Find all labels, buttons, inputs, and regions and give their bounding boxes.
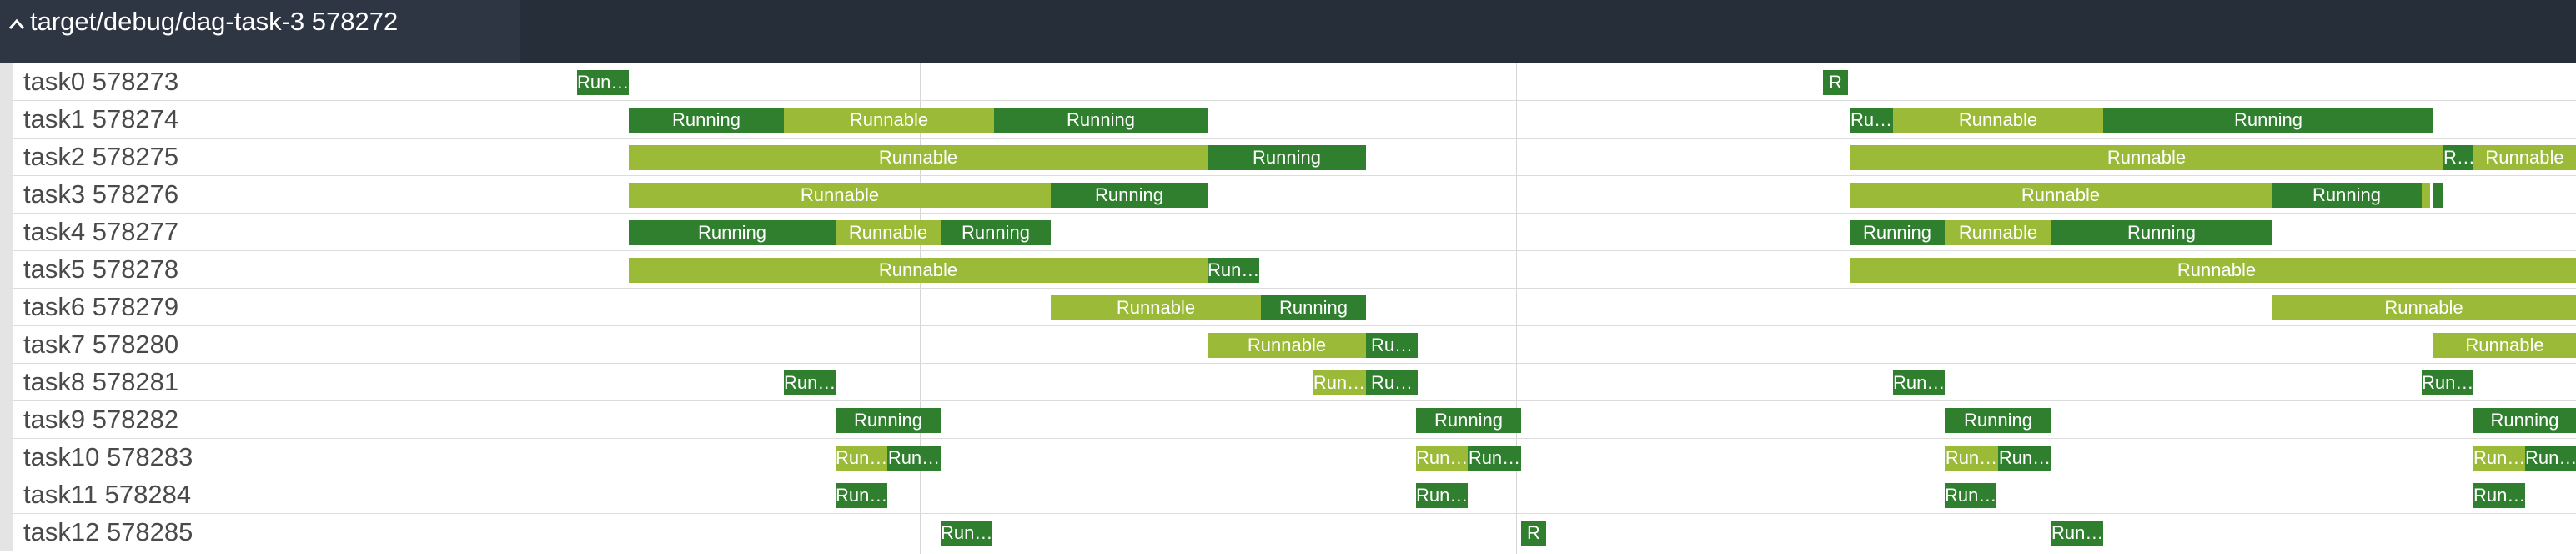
runnable-slice[interactable] <box>2422 183 2430 208</box>
running-slice[interactable]: R <box>1823 70 1848 95</box>
chevron-up-icon[interactable] <box>7 3 27 46</box>
runnable-slice[interactable]: Runnable <box>1945 220 2051 245</box>
runnable-slice[interactable]: Run… <box>2473 446 2525 471</box>
runnable-slice[interactable]: Runnable <box>784 108 994 133</box>
running-slice[interactable]: Run… <box>784 370 836 395</box>
thread-track-label[interactable]: task1 578274 <box>0 101 520 138</box>
running-slice[interactable]: Running <box>836 408 941 433</box>
thread-track: task8 578281 <box>0 364 2576 401</box>
thread-track-label[interactable]: task12 578285 <box>0 514 520 551</box>
thread-track-label[interactable]: task9 578282 <box>0 401 520 439</box>
running-slice[interactable]: Running <box>629 220 836 245</box>
running-slice[interactable]: Run… <box>941 521 992 546</box>
thread-track: task11 578284 <box>0 476 2576 514</box>
thread-track: task5 578278 <box>0 251 2576 289</box>
thread-track-label[interactable]: task11 578284 <box>0 476 520 514</box>
running-slice[interactable]: Run… <box>1998 446 2051 471</box>
thread-track: task0 578273 <box>0 63 2576 101</box>
running-slice[interactable]: Running <box>2103 108 2433 133</box>
thread-track: task6 578279 <box>0 289 2576 326</box>
thread-track: task10 578283 <box>0 439 2576 476</box>
time-gridline <box>1516 63 1517 554</box>
runnable-slice[interactable]: Run… <box>1416 446 1468 471</box>
running-slice[interactable] <box>2433 183 2443 208</box>
running-slice[interactable]: Run… <box>2051 521 2103 546</box>
track-group-header: target/debug/dag-task-3 578272 <box>0 0 2576 63</box>
thread-track-label[interactable]: task0 578273 <box>0 63 520 101</box>
running-slice[interactable]: Run… <box>2422 370 2473 395</box>
process-name: target/debug/dag-task-3 578272 <box>30 7 399 36</box>
running-slice[interactable]: Run… <box>577 70 629 95</box>
thread-track-list: task0 578273 task1 578274 task2 578275 t… <box>0 63 2576 554</box>
running-slice[interactable]: Run… <box>2525 446 2576 471</box>
runnable-slice[interactable]: Runnable <box>1850 258 2576 283</box>
runnable-slice[interactable]: Run… <box>836 446 887 471</box>
runnable-slice[interactable]: Runnable <box>1850 145 2443 170</box>
running-slice[interactable]: Ru… <box>1366 370 1418 395</box>
runnable-slice[interactable]: Runnable <box>629 145 1208 170</box>
running-slice[interactable]: Run… <box>836 483 887 508</box>
running-slice[interactable]: Running <box>994 108 1208 133</box>
runnable-slice[interactable]: Runnable <box>629 183 1051 208</box>
thread-track-label[interactable]: task3 578276 <box>0 176 520 214</box>
thread-track: task4 578277 <box>0 214 2576 251</box>
thread-track-label[interactable]: task7 578280 <box>0 326 520 364</box>
runnable-slice[interactable]: Runnable <box>1208 333 1366 358</box>
thread-track: task7 578280 <box>0 326 2576 364</box>
track-group-title[interactable]: target/debug/dag-task-3 578272 <box>7 0 398 43</box>
runnable-slice[interactable]: Runnable <box>2473 145 2576 170</box>
running-slice[interactable]: Running <box>1051 183 1208 208</box>
running-slice[interactable]: Running <box>2272 183 2422 208</box>
thread-track: task9 578282 <box>0 401 2576 439</box>
running-slice[interactable]: Running <box>1850 220 1945 245</box>
thread-track-label[interactable]: task2 578275 <box>0 138 520 176</box>
running-slice[interactable]: Run… <box>887 446 941 471</box>
thread-track: task1 578274 <box>0 101 2576 138</box>
thread-track: task2 578275 <box>0 138 2576 176</box>
running-slice[interactable]: Running <box>629 108 784 133</box>
running-slice[interactable]: Running <box>1945 408 2051 433</box>
running-slice[interactable]: Running <box>2473 408 2576 433</box>
runnable-slice[interactable]: Runnable <box>2433 333 2576 358</box>
running-slice[interactable]: Running <box>1208 145 1366 170</box>
running-slice[interactable]: Run… <box>1208 258 1259 283</box>
thread-track-label[interactable]: task6 578279 <box>0 289 520 326</box>
running-slice[interactable]: Run… <box>1416 483 1468 508</box>
running-slice[interactable]: Running <box>1416 408 1521 433</box>
runnable-slice[interactable]: Runnable <box>1893 108 2103 133</box>
running-slice[interactable]: Running <box>941 220 1051 245</box>
thread-track-label[interactable]: task10 578283 <box>0 439 520 476</box>
running-slice[interactable]: R… <box>2443 145 2473 170</box>
runnable-slice[interactable]: Run… <box>1945 446 1998 471</box>
running-slice[interactable]: R <box>1521 521 1546 546</box>
thread-track-label[interactable]: task5 578278 <box>0 251 520 289</box>
running-slice[interactable]: Running <box>2051 220 2272 245</box>
thread-track: task3 578276 <box>0 176 2576 214</box>
time-gridline <box>920 63 921 554</box>
running-slice[interactable]: Run… <box>1468 446 1521 471</box>
runnable-slice[interactable]: Runnable <box>629 258 1208 283</box>
running-slice[interactable]: Running <box>1261 295 1366 320</box>
runnable-slice[interactable]: Runnable <box>836 220 941 245</box>
thread-track: task12 578285 <box>0 514 2576 551</box>
track-group-shell[interactable]: target/debug/dag-task-3 578272 <box>0 0 520 63</box>
runnable-slice[interactable]: Run… <box>1313 370 1366 395</box>
runnable-slice[interactable]: Runnable <box>1850 183 2272 208</box>
runnable-slice[interactable]: Runnable <box>2272 295 2576 320</box>
running-slice[interactable]: Run… <box>1893 370 1945 395</box>
running-slice[interactable]: Ru… <box>1850 108 1893 133</box>
thread-track-label[interactable]: task4 578277 <box>0 214 520 251</box>
running-slice[interactable]: Ru… <box>1366 333 1418 358</box>
running-slice[interactable]: Run… <box>1945 483 1996 508</box>
runnable-slice[interactable]: Runnable <box>1051 295 1261 320</box>
thread-track-label[interactable]: task8 578281 <box>0 364 520 401</box>
running-slice[interactable]: Run… <box>2473 483 2525 508</box>
